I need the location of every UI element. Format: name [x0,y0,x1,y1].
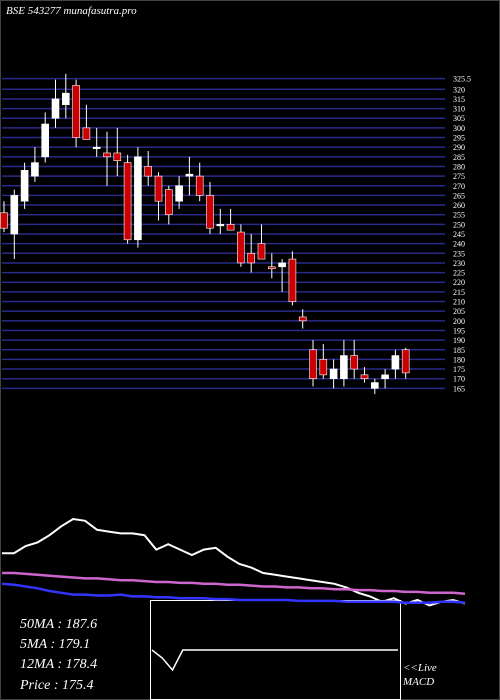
candle-body [401,349,410,374]
candle-body [329,368,338,380]
y-tick-label: 305 [453,114,465,123]
candle-body [92,146,101,149]
y-tick-label: 205 [453,307,465,316]
candle-body [144,166,152,177]
y-tick-label: 320 [453,85,465,94]
candle-body [61,92,70,106]
y-tick-label: 235 [453,249,465,258]
stat: 5MA : 179.1 [20,637,90,652]
y-tick-label: 315 [453,95,465,104]
candle-body [165,189,173,216]
candle-body [257,243,266,260]
candle-body [154,175,163,202]
y-tick-label: 165 [453,384,465,393]
y-tick-label: 195 [453,326,465,335]
y-tick-label: 265 [453,191,465,200]
y-tick-label: 300 [453,124,465,133]
candle-body [185,173,194,177]
y-tick-label: 175 [453,365,465,374]
candle-body [381,374,389,380]
candle-body [113,152,122,161]
y-tick-label: 290 [453,143,465,152]
candle-body [298,316,307,322]
candle-body [0,212,8,229]
candle-body [288,258,297,302]
y-tick-label: 285 [453,153,465,162]
macd-line [151,649,398,672]
y-tick-label: 270 [453,182,465,191]
y-tick-label: 325.5 [453,75,471,84]
y-tick-label: 250 [453,220,465,229]
candle-body [237,231,245,264]
macd-label: <<Live [403,662,437,674]
stat: 12MA : 178.4 [20,657,97,672]
indicator-line [2,517,466,607]
candle-body [350,355,359,370]
candle-body [31,162,39,177]
candle-body [370,382,379,389]
y-tick-label: 295 [453,134,465,143]
candle-body [175,185,183,202]
chart-title: BSE 543277 munafasutra.pro [6,5,137,17]
y-tick-label: 280 [453,162,465,171]
candle-body [72,85,80,138]
y-tick-label: 255 [453,211,465,220]
candle-body [278,262,286,268]
candle-body [319,359,328,376]
candle-body [340,355,348,380]
stat: 50MA : 187.6 [20,617,97,632]
y-tick-label: 230 [453,259,465,268]
y-tick-label: 185 [453,346,465,355]
y-tick-label: 260 [453,201,465,210]
candle-body [216,224,225,227]
candle-body [247,252,255,264]
y-tick-label: 240 [453,240,465,249]
candle-body [20,170,29,202]
y-tick-label: 170 [453,375,465,384]
candle-body [134,156,142,241]
candle-body [206,195,214,229]
candle-body [195,175,204,196]
candle-body [309,349,317,380]
y-tick-label: 215 [453,288,465,297]
y-tick-label: 225 [453,269,465,278]
y-tick-label: 200 [453,317,465,326]
y-tick-label: 220 [453,278,465,287]
candle-body [41,123,50,158]
indicator-line [2,571,466,595]
candle-body [391,355,400,370]
macd-label: MACD [402,676,434,688]
stat: Price : 175.4 [19,678,93,693]
candle-body [103,152,111,158]
y-tick-label: 210 [453,298,465,307]
candle-body [360,374,369,380]
y-tick-label: 180 [453,355,465,364]
candle-body [10,195,19,235]
candle-body [226,224,235,231]
candle-body [82,127,91,140]
candle-body [51,98,60,119]
indicator-line [1,582,466,604]
y-tick-label: 275 [453,172,465,181]
y-tick-label: 190 [453,336,465,345]
candle-body [123,162,132,241]
y-tick-label: 310 [453,105,465,114]
candle-body [267,266,276,270]
y-tick-label: 245 [453,230,465,239]
